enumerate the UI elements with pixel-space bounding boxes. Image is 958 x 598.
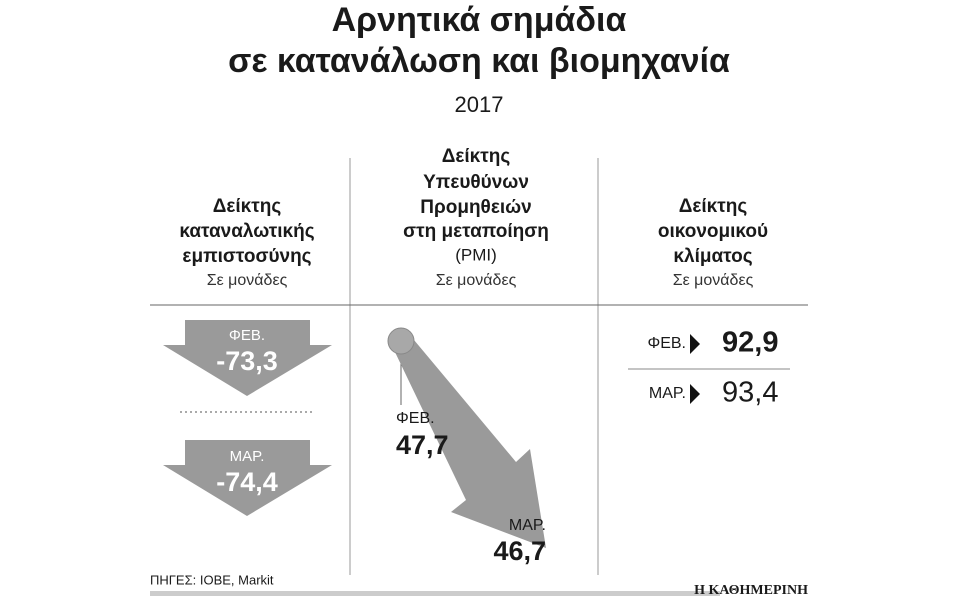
unit: Σε μονάδες <box>207 272 288 289</box>
label: ΜΑΡ. <box>230 448 265 465</box>
heading: (PMI) <box>455 245 497 264</box>
value: 47,7 <box>396 430 449 460</box>
down-arrow <box>394 334 546 548</box>
source: ΠΗΓΕΣ: ΙΟΒΕ, Markit <box>150 572 274 587</box>
down-arrow <box>163 320 332 396</box>
footer-bar <box>150 591 720 596</box>
heading: Δείκτης <box>213 196 282 217</box>
title: Αρνητικά σημάδια <box>332 1 627 39</box>
heading: καταναλωτικής <box>179 221 314 242</box>
label: ΜΑΡ. <box>509 517 546 534</box>
label: ΦΕΒ. <box>396 410 435 427</box>
value: 92,9 <box>722 327 778 359</box>
heading: Υπευθύνων <box>423 172 529 193</box>
heading: Δείκτης <box>442 146 511 167</box>
heading: Δείκτης <box>679 196 748 217</box>
value: -74,4 <box>216 467 278 497</box>
marker <box>387 327 415 355</box>
title: σε κατανάλωση και βιομηχανία <box>228 42 730 80</box>
heading: κλίματος <box>673 246 752 267</box>
heading: Προμηθειών <box>420 197 532 218</box>
unit: Σε μονάδες <box>673 272 754 289</box>
pointer <box>690 334 700 354</box>
label: ΦΕΒ. <box>647 335 686 352</box>
label: ΦΕΒ. <box>229 327 265 344</box>
value: 46,7 <box>493 536 546 566</box>
heading: εμπιστοσύνης <box>182 246 311 267</box>
value: 93,4 <box>722 377 778 409</box>
pointer <box>690 384 700 404</box>
down-arrow <box>163 440 332 516</box>
heading: οικονομικού <box>658 221 768 242</box>
brand: Η ΚΑΘΗΜΕΡΙΝΗ <box>694 583 808 598</box>
heading: στη μεταποίηση <box>403 221 549 242</box>
value: -73,3 <box>216 346 278 376</box>
label: ΜΑΡ. <box>649 385 686 402</box>
unit: Σε μονάδες <box>436 272 517 289</box>
subtitle: 2017 <box>455 92 504 117</box>
